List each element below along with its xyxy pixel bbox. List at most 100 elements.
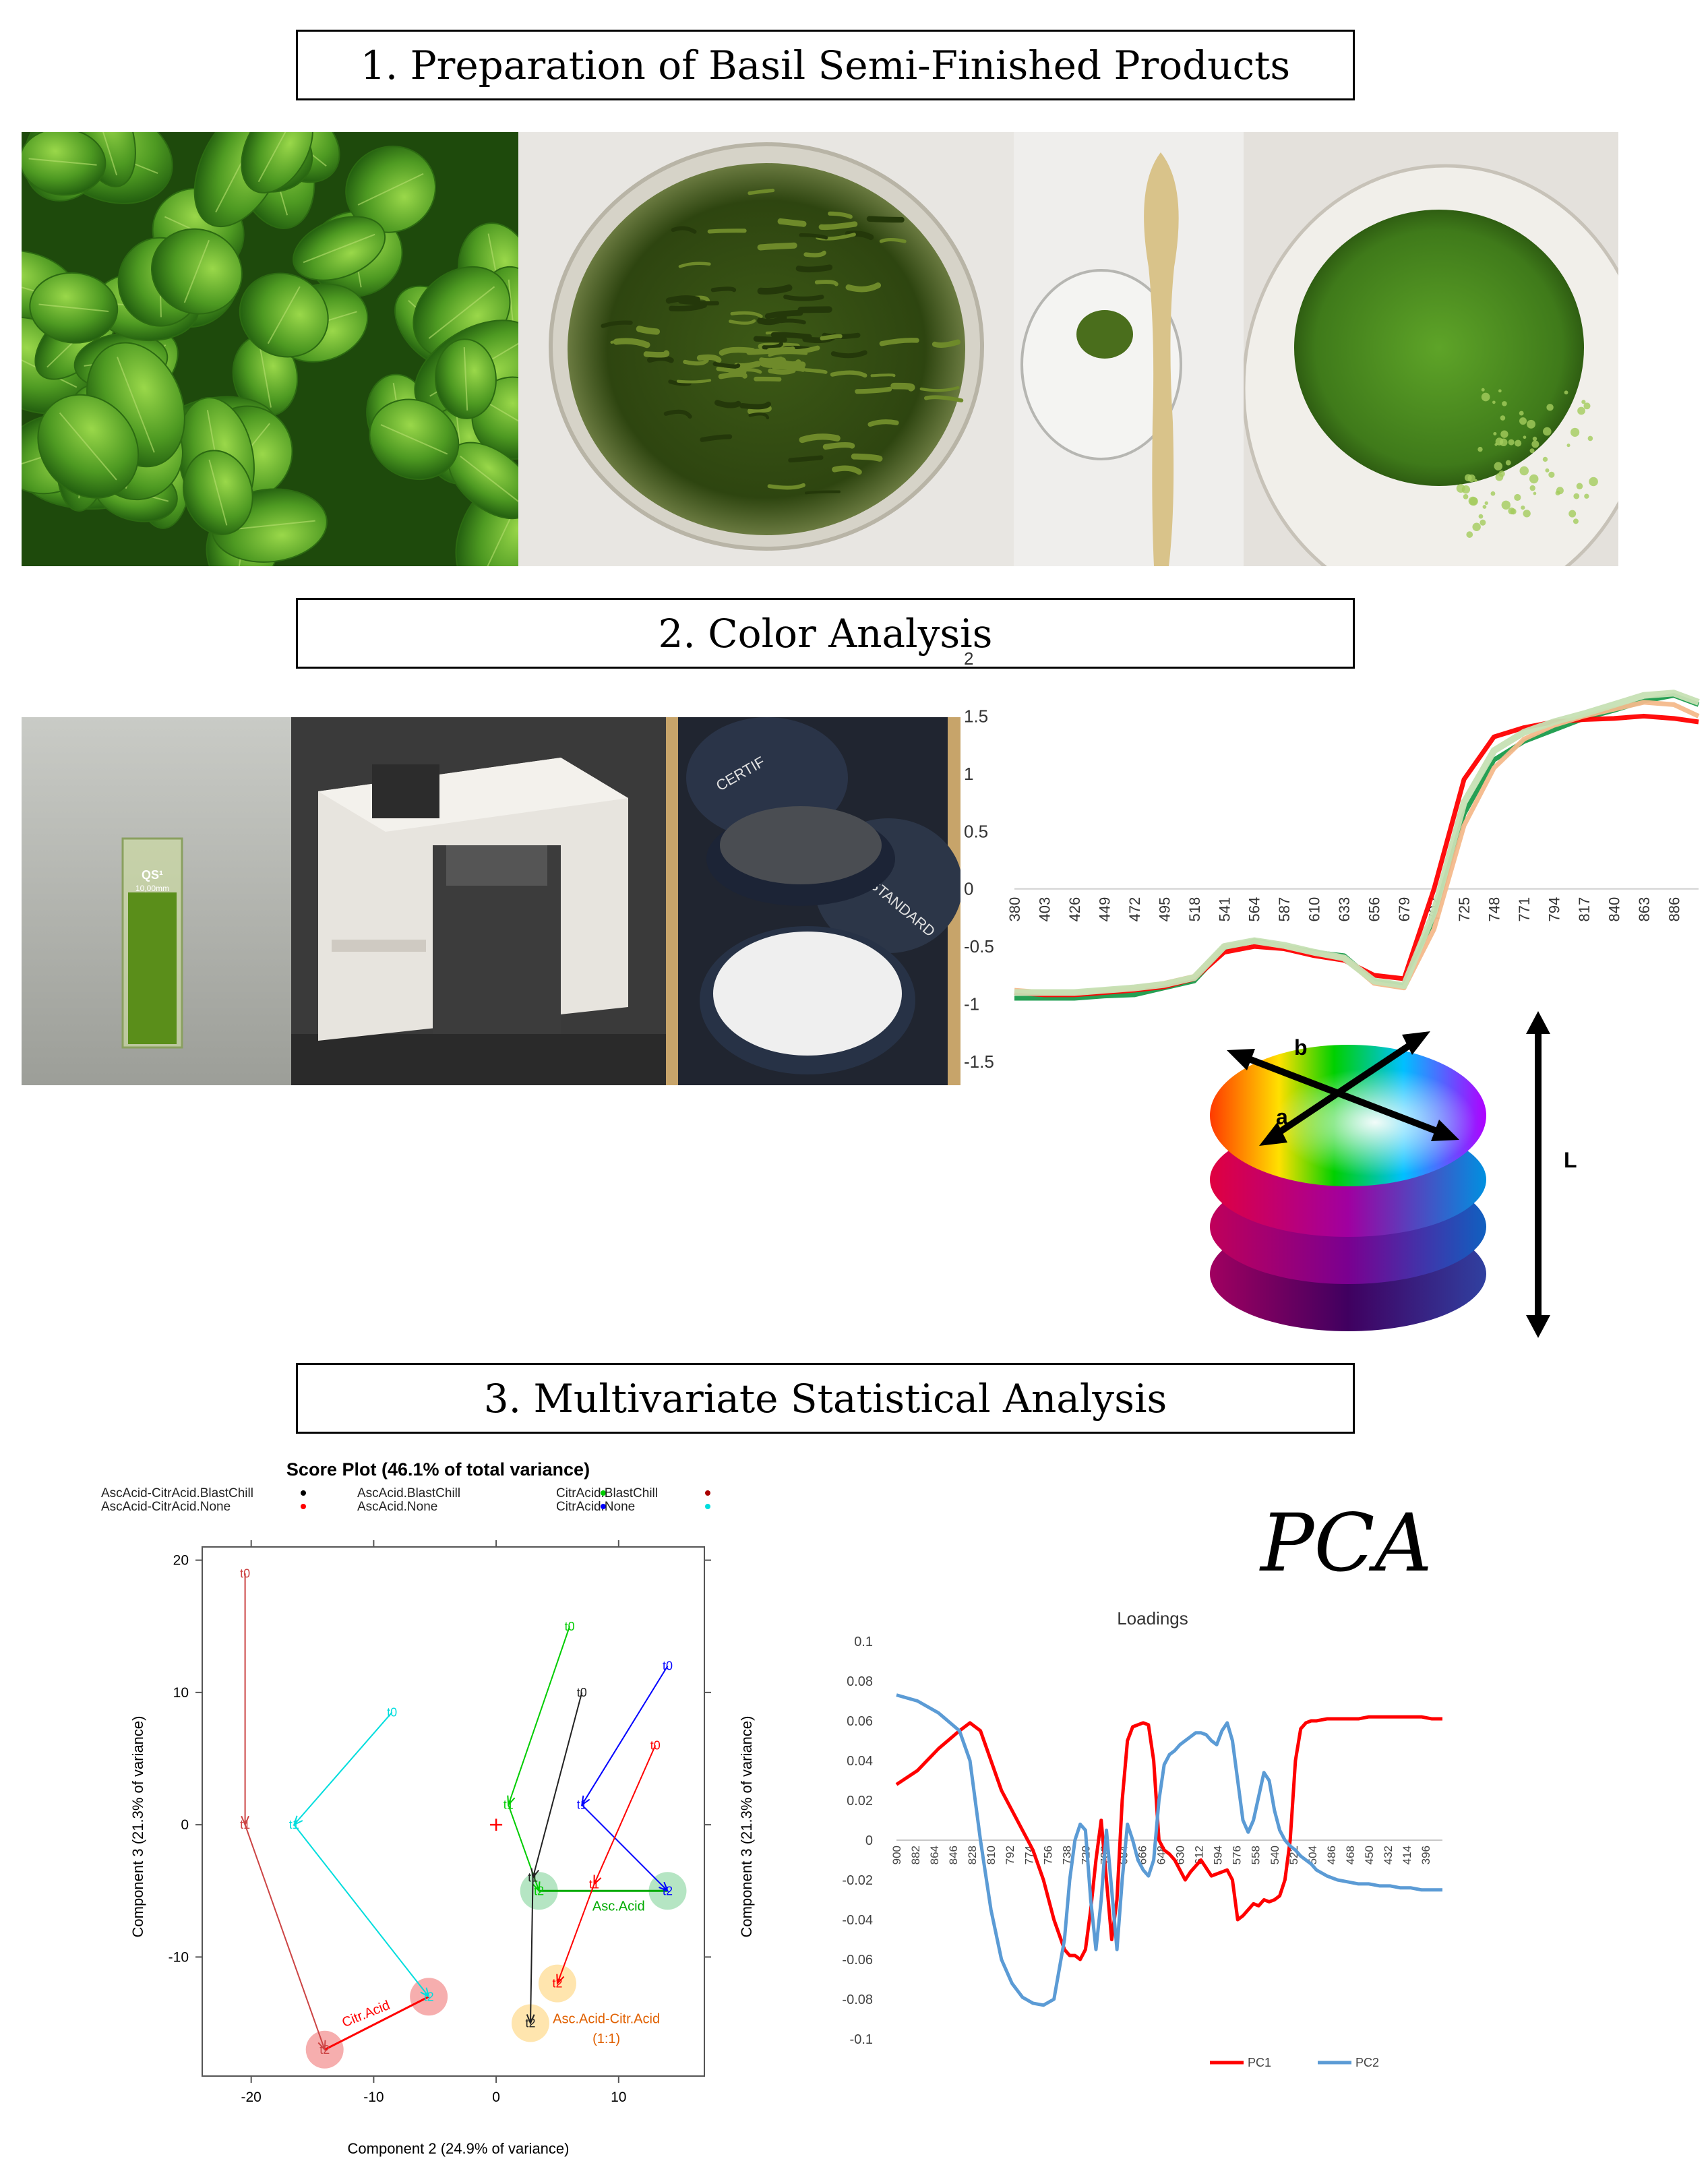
- spectrum-x-tick: 472: [1126, 897, 1143, 922]
- loadings-x-tick: 630: [1174, 1846, 1187, 1864]
- loadings-x-tick: 756: [1041, 1846, 1054, 1864]
- score-time-label: t0: [577, 1686, 587, 1699]
- score-time-label: t2: [663, 1884, 673, 1897]
- axis-a-label: a: [1276, 1105, 1288, 1129]
- score-legend-marker: [705, 1504, 710, 1509]
- score-time-label: t1: [577, 1798, 587, 1812]
- score-legend-label: CitrAcid.BlastChill: [556, 1486, 658, 1500]
- score-trajectory-segment: [293, 1824, 429, 1997]
- score-trajectory-arrowhead: [556, 1974, 565, 1986]
- spectrum-y-tick: 1.5: [964, 706, 988, 726]
- cuvette-photo: QS¹ 10,00mm: [22, 717, 291, 1085]
- loadings-x-tick: 450: [1363, 1846, 1376, 1864]
- loadings-y-tick: 0.08: [847, 1674, 873, 1689]
- score-time-label: t2: [534, 1884, 544, 1897]
- loadings-title: Loadings: [1117, 1608, 1188, 1629]
- spectrum-x-tick: 541: [1216, 897, 1233, 922]
- spectrum-y-tick: -1: [964, 994, 979, 1014]
- score-annotation: Asc.Acid-Citr.Acid: [553, 2012, 660, 2027]
- score-legend-label: AscAcid-CitrAcid.None: [101, 1500, 231, 1514]
- loadings-x-tick: 468: [1344, 1846, 1357, 1864]
- loadings-x-tick: 792: [1004, 1846, 1016, 1864]
- spectrum-x-tick: 564: [1246, 897, 1263, 922]
- score-legend-label: AscAcid.BlastChill: [357, 1486, 460, 1500]
- score-y-tick: 20: [173, 1553, 189, 1569]
- score-trajectory-segment: [593, 1744, 657, 1885]
- spectrum-x-tick: 817: [1576, 897, 1593, 922]
- score-origin-marker: [490, 1819, 503, 1831]
- score-legend-label: AscAcid.None: [357, 1500, 437, 1514]
- score-legend-label: CitrAcid.None: [556, 1500, 635, 1514]
- loadings-y-tick: 0.06: [847, 1714, 873, 1729]
- loadings-x-tick: 540: [1269, 1846, 1281, 1864]
- loadings-x-tick: 396: [1420, 1846, 1432, 1864]
- score-time-label: t2: [424, 1990, 434, 2003]
- score-trajectory-arrowhead: [317, 2040, 326, 2052]
- loadings-y-tick: 0.1: [854, 1635, 873, 1649]
- pca-label: PCA: [1260, 1496, 1432, 1589]
- spectrum-x-tick: 610: [1306, 897, 1323, 922]
- spectrum-x-tick: 403: [1036, 897, 1053, 922]
- loadings-x-tick: 900: [890, 1846, 903, 1864]
- section-title-color-analysis: 2. Color Analysis: [296, 598, 1355, 669]
- loadings-y-tick: 0.04: [847, 1754, 873, 1769]
- score-group-link: [324, 1995, 429, 2051]
- score-time-label: t0: [240, 1566, 250, 1580]
- spectrum-x-tick: 518: [1186, 897, 1203, 922]
- loadings-x-tick: 810: [985, 1846, 998, 1864]
- loadings-x-tick: 594: [1212, 1846, 1225, 1864]
- spectrum-series-line: [1014, 700, 1700, 995]
- score-trajectory-segment: [508, 1626, 571, 1806]
- score-legend-marker: [705, 1490, 710, 1496]
- loadings-y-tick: 0: [865, 1833, 873, 1848]
- score-time-label: t2: [319, 2043, 330, 2057]
- spectrum-x-tick: 886: [1666, 897, 1682, 922]
- score-legend-marker: [601, 1504, 606, 1509]
- loadings-y-tick: -0.02: [842, 1873, 873, 1888]
- spectrum-x-tick: 587: [1276, 897, 1293, 922]
- score-trajectory-segment: [293, 1711, 393, 1825]
- basil-puree-plate-photo: [1244, 132, 1618, 566]
- spectrum-x-tick: 748: [1486, 897, 1502, 922]
- score-time-label: t0: [650, 1738, 661, 1752]
- score-x-tick: -10: [363, 2090, 384, 2105]
- spectrum-x-tick: 633: [1336, 897, 1353, 922]
- spectrum-x-tick: 679: [1396, 897, 1413, 922]
- pca-loadings-chart: Loadings 0.1 0.08 0.06 0.04 0.02 0 -0.02 -0.04 -…: [842, 1608, 1442, 2069]
- loadings-x-tick: 846: [947, 1846, 960, 1864]
- score-time-label: t0: [663, 1660, 673, 1673]
- score-legend-label: AscAcid-CitrAcid.BlastChill: [101, 1486, 253, 1500]
- loadings-series-line: [896, 1693, 1442, 2007]
- loadings-y-tick: -0.08: [842, 1992, 873, 2007]
- loadings-y-tick: -0.1: [850, 2032, 873, 2047]
- axis-b-arrow: [1259, 1031, 1430, 1146]
- axis-l-arrow: [1526, 1011, 1550, 1338]
- score-time-label: t1: [289, 1818, 299, 1831]
- section-title-preparation: 1. Preparation of Basil Semi-Finished Pr…: [296, 30, 1355, 100]
- spectrum-x-tick: 426: [1066, 897, 1083, 922]
- score-time-label: t1: [240, 1818, 250, 1831]
- score-trajectory-arrowhead: [526, 2014, 535, 2026]
- loadings-x-tick: 828: [966, 1846, 979, 1864]
- reference-tiles-photo: CERTIF STANDARD: [666, 717, 960, 1085]
- score-legend-marker: [301, 1504, 306, 1509]
- score-legend-marker: [301, 1490, 306, 1496]
- pesto-spoon-photo: [1014, 132, 1244, 566]
- spectrum-y-tick: -1.5: [964, 1052, 994, 1072]
- score-ylabel-right: Component 3 (21.3% of variance): [738, 1716, 755, 1938]
- loadings-x-tick: 648: [1155, 1846, 1168, 1864]
- loadings-x-tick: 576: [1231, 1846, 1244, 1864]
- pca-score-plot: Score Plot (46.1% of total variance) Asc…: [101, 1459, 755, 2157]
- cielab-color-space-diagram: a b L: [1210, 1011, 1577, 1338]
- score-trajectory-segment: [529, 1877, 534, 2023]
- score-trajectory-segment: [581, 1666, 669, 1806]
- spectrum-y-tick: 0: [964, 879, 973, 899]
- spectrum-x-tick: 725: [1456, 897, 1473, 922]
- spectrum-series-line: [1014, 690, 1700, 996]
- loadings-x-tick: 432: [1382, 1846, 1395, 1864]
- score-trajectory-segment: [244, 1824, 326, 2050]
- spectrum-y-tick: 0.5: [964, 821, 988, 841]
- score-xlabel: Component 2 (24.9% of variance): [348, 2140, 570, 2157]
- score-annotation: Citr.Acid: [340, 1998, 392, 2030]
- loadings-x-tick: 558: [1250, 1846, 1262, 1864]
